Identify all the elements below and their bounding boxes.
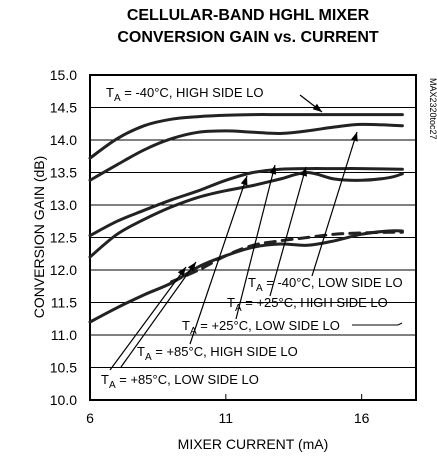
plot-frame xyxy=(89,74,417,401)
series-p85-low-line xyxy=(88,229,404,324)
arrow-head xyxy=(240,176,248,186)
chart-title-line1: CELLULAR-BAND HGHL MIXER xyxy=(127,7,370,24)
arrow-head xyxy=(269,165,277,175)
part-code: MAX2320toc27 xyxy=(428,78,437,140)
x-tick-label: 6 xyxy=(86,410,94,426)
annotation-arrow xyxy=(235,164,276,320)
arrow-head xyxy=(312,103,322,112)
y-tick-label: 10.5 xyxy=(50,360,77,376)
y-tick-label: 15.0 xyxy=(50,67,77,83)
arrow-head xyxy=(177,267,186,277)
series-p25-high-label: TA = +25°C, HIGH SIDE LO xyxy=(227,295,388,314)
series-m40-low-line xyxy=(88,122,404,182)
series-p85-high-label: TA = +85°C, HIGH SIDE LO xyxy=(137,344,298,363)
series-p25-low-line xyxy=(88,171,404,259)
y-tick-label: 14.0 xyxy=(50,132,77,148)
arrow-head xyxy=(187,262,196,272)
x-axis-label: MIXER CURRENT (mA) xyxy=(178,436,329,452)
series-m40-high-line xyxy=(88,113,404,160)
label-leader-tail xyxy=(397,322,403,326)
arrow-head xyxy=(300,167,307,177)
annotation-arrows xyxy=(109,94,403,371)
series-labels: TA = -40°C, HIGH SIDE LO TA = -40°C, LOW … xyxy=(101,85,403,391)
y-tick-label: 11.0 xyxy=(51,327,77,343)
annotation-arrow xyxy=(109,266,187,371)
annotation-arrow xyxy=(269,166,307,297)
x-tick-label: 11 xyxy=(219,410,234,426)
series-p25-high-line xyxy=(88,167,404,238)
annotation-arrow xyxy=(311,131,358,277)
y-tick-label: 11.5 xyxy=(51,295,77,311)
arrow-head xyxy=(351,132,358,142)
x-tick-label: 16 xyxy=(354,410,370,426)
y-tick-label: 12.0 xyxy=(50,262,77,278)
annotation-arrow xyxy=(120,261,197,368)
series-m40-high-label: TA = -40°C, HIGH SIDE LO xyxy=(106,85,263,104)
series-p85-low-label: TA = +85°C, LOW SIDE LO xyxy=(101,372,259,391)
y-tick-label: 13.5 xyxy=(50,165,77,181)
x-tick-labels: 6 11 16 xyxy=(86,394,370,426)
series-p25-low-label: TA = +25°C, LOW SIDE LO xyxy=(182,318,340,337)
series-m40-low-label: TA = -40°C, LOW SIDE LO xyxy=(248,275,403,294)
y-tick-label: 13.0 xyxy=(50,197,77,213)
series-lines xyxy=(88,113,404,324)
annotation-arrow xyxy=(189,175,248,345)
y-axis-label: CONVERSION GAIN (dB) xyxy=(31,156,47,319)
y-tick-label: 12.5 xyxy=(50,230,77,246)
y-tick-label: 10.0 xyxy=(50,392,77,408)
y-tick-labels: 10.0 10.5 11.0 11.5 12.0 12.5 13.0 13.5 14.0 14.5… xyxy=(50,67,77,408)
chart-title-line2: CONVERSION GAIN vs. CURRENT xyxy=(117,29,379,46)
y-tick-label: 14.5 xyxy=(50,100,77,116)
